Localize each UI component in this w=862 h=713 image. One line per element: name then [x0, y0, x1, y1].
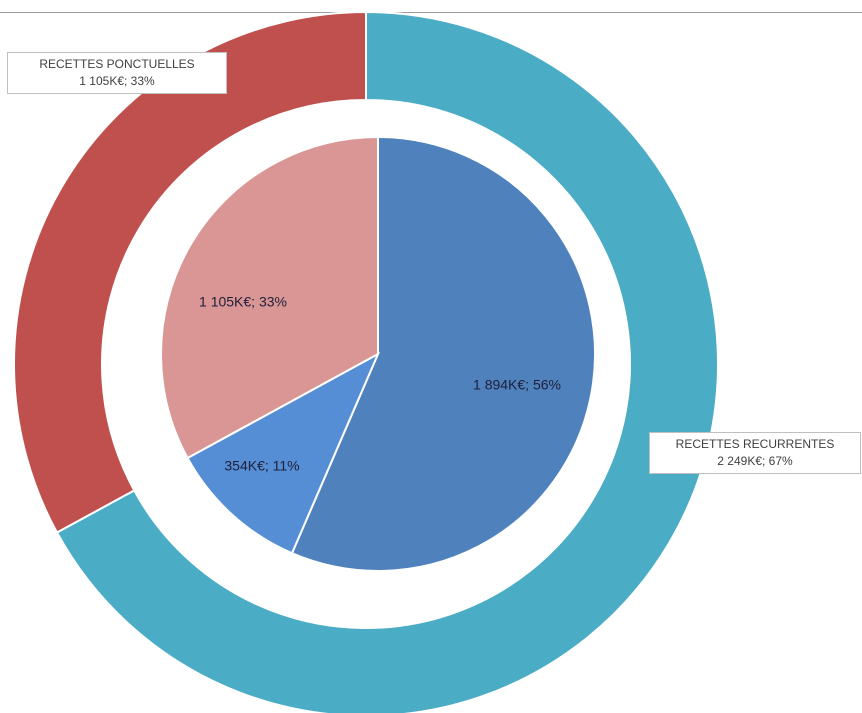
callout-recettes-recurrentes: RECETTES RECURRENTES 2 249K€; 67%: [649, 432, 861, 474]
top-border-line: [0, 12, 862, 13]
inner-slice-label-2: 1 105K€; 33%: [199, 294, 287, 310]
inner-pie: [160, 135, 596, 572]
inner-labels: 1 894K€; 56% 354K€; 11% 1 105K€; 33%: [199, 294, 561, 474]
callout-ponctuelles-name: RECETTES PONCTUELLES: [39, 57, 195, 71]
inner-slice-0: [290, 135, 596, 572]
inner-slice-label-1: 354K€; 11%: [224, 458, 299, 474]
callout-recettes-ponctuelles: RECETTES PONCTUELLES 1 105K€; 33%: [7, 52, 227, 94]
inner-slice-label-0: 1 894K€; 56%: [473, 377, 561, 393]
outer-slice-ponctuelles: [13, 10, 367, 534]
callout-ponctuelles-value: 1 105K€; 33%: [79, 74, 155, 88]
inner-slice-2: [160, 135, 379, 460]
outer-slice-recurrentes: [55, 10, 719, 713]
callout-recurrentes-name: RECETTES RECURRENTES: [675, 437, 835, 451]
inner-slice-1: [186, 351, 381, 555]
callout-recurrentes-value: 2 249K€; 67%: [717, 454, 793, 468]
outer-ring: [13, 10, 719, 713]
